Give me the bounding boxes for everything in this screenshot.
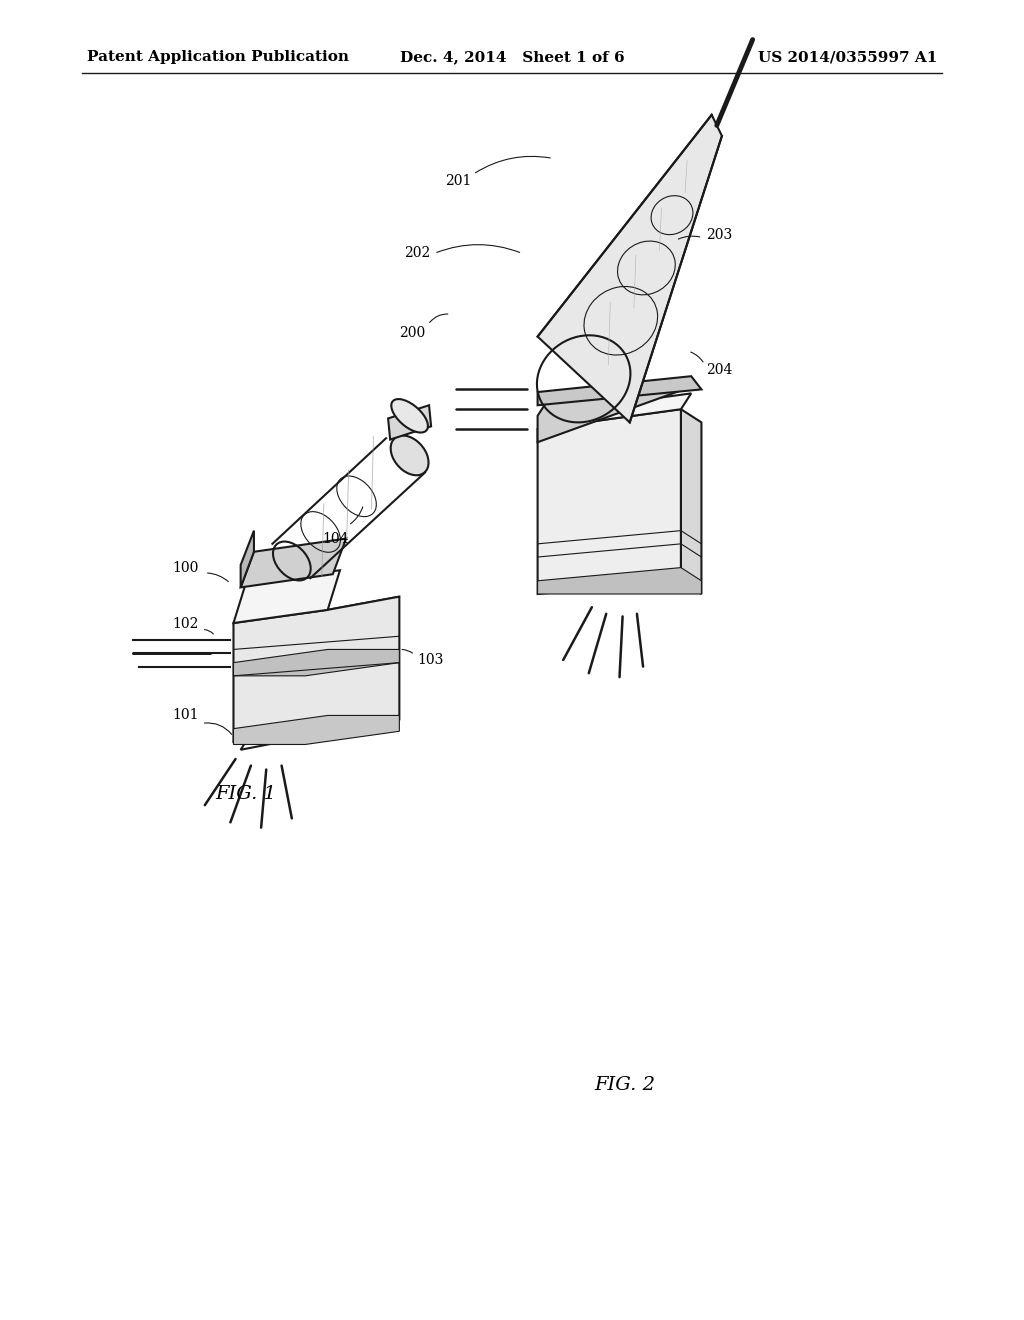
Text: Dec. 4, 2014   Sheet 1 of 6: Dec. 4, 2014 Sheet 1 of 6: [399, 50, 625, 65]
Polygon shape: [538, 409, 681, 594]
Text: 202: 202: [404, 247, 431, 260]
Text: FIG. 2: FIG. 2: [594, 1076, 655, 1094]
Polygon shape: [388, 405, 431, 440]
Polygon shape: [538, 387, 691, 442]
Polygon shape: [538, 115, 722, 422]
Text: 104: 104: [323, 532, 349, 545]
Polygon shape: [233, 715, 399, 744]
Text: 102: 102: [172, 618, 199, 631]
Polygon shape: [233, 597, 399, 742]
Polygon shape: [538, 376, 701, 405]
Text: FIG. 1: FIG. 1: [215, 785, 276, 804]
Polygon shape: [241, 531, 254, 587]
Text: 200: 200: [399, 326, 426, 339]
Text: 201: 201: [445, 174, 472, 187]
Text: US 2014/0355997 A1: US 2014/0355997 A1: [758, 50, 937, 65]
Polygon shape: [538, 568, 701, 594]
Polygon shape: [233, 649, 399, 676]
Text: Patent Application Publication: Patent Application Publication: [87, 50, 349, 65]
Polygon shape: [681, 409, 701, 594]
Ellipse shape: [391, 399, 428, 433]
Polygon shape: [233, 597, 399, 742]
Text: 101: 101: [172, 709, 199, 722]
Ellipse shape: [391, 436, 428, 475]
Polygon shape: [241, 539, 346, 587]
Text: 103: 103: [418, 653, 444, 667]
Text: 203: 203: [707, 228, 733, 242]
Polygon shape: [538, 393, 691, 429]
Text: 100: 100: [172, 561, 199, 574]
Polygon shape: [233, 570, 340, 623]
Text: 204: 204: [707, 363, 733, 376]
